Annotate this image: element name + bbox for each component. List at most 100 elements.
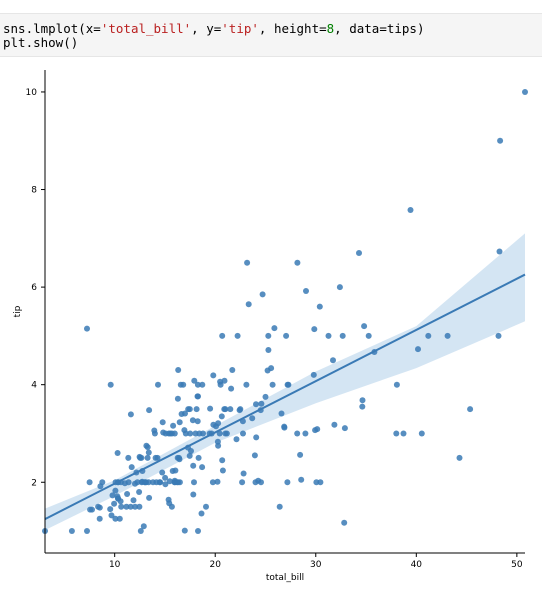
data-point — [124, 491, 131, 497]
data-point — [339, 332, 346, 339]
data-point — [84, 528, 90, 534]
data-point — [215, 420, 222, 427]
data-point — [190, 462, 197, 469]
data-point — [221, 377, 228, 384]
data-point — [219, 457, 226, 464]
y-tick-label: 4 — [31, 381, 37, 391]
data-point — [194, 418, 201, 425]
data-point — [216, 430, 223, 437]
data-point — [209, 479, 216, 486]
data-point — [195, 528, 201, 534]
data-point — [243, 381, 250, 388]
data-point — [96, 515, 103, 522]
data-point — [118, 503, 125, 510]
data-point — [285, 381, 292, 388]
x-tick-label: 10 — [109, 560, 121, 570]
data-point — [229, 367, 236, 373]
data-point — [138, 454, 145, 461]
data-point — [316, 303, 323, 310]
x-tick-label: 30 — [310, 560, 322, 570]
data-point — [269, 381, 276, 388]
data-point — [145, 449, 152, 456]
code-cell[interactable]: sns.lmplot(x='total_bill', y='tip', heig… — [0, 13, 542, 57]
code-line-2: plt.show() — [3, 35, 79, 50]
data-point — [239, 479, 246, 486]
data-point — [144, 454, 151, 461]
data-point — [136, 503, 143, 510]
data-point — [278, 410, 285, 417]
y-axis-label: tip — [13, 305, 23, 317]
data-point — [188, 448, 194, 454]
data-point — [125, 454, 132, 461]
data-point — [393, 381, 400, 388]
data-point — [522, 89, 528, 95]
data-point — [159, 419, 166, 426]
data-point — [227, 406, 234, 413]
data-point — [84, 325, 90, 332]
x-tick-label: 40 — [411, 560, 423, 570]
data-point — [112, 487, 119, 494]
data-point — [127, 411, 134, 418]
code-token: , y= — [191, 21, 222, 36]
data-point — [194, 381, 201, 388]
data-point — [268, 365, 275, 372]
data-point — [86, 479, 93, 486]
data-point — [109, 492, 116, 499]
data-point — [314, 426, 321, 433]
data-point — [111, 500, 118, 507]
data-point — [144, 444, 151, 451]
data-point — [217, 381, 224, 388]
data-point — [128, 464, 135, 471]
data-point — [311, 326, 318, 333]
data-point — [302, 430, 309, 437]
data-point — [418, 430, 425, 437]
data-point — [265, 347, 272, 353]
data-point — [155, 381, 161, 388]
data-point — [114, 450, 121, 456]
data-point — [407, 207, 414, 213]
data-point — [258, 479, 264, 486]
data-point — [253, 401, 259, 408]
data-point — [191, 479, 197, 486]
data-point — [127, 503, 134, 510]
data-point — [134, 479, 141, 486]
data-point — [233, 436, 240, 443]
data-point — [425, 332, 432, 339]
data-point — [96, 504, 103, 511]
code-string-token: 'total_bill' — [100, 21, 192, 36]
data-point — [240, 430, 246, 437]
data-point — [198, 510, 205, 517]
data-point — [237, 406, 244, 413]
data-point — [251, 452, 258, 459]
data-point — [145, 479, 152, 486]
data-point — [200, 430, 206, 437]
data-point — [331, 421, 338, 428]
data-point — [214, 478, 221, 485]
data-point — [262, 393, 269, 400]
data-point — [146, 407, 153, 414]
data-point — [162, 481, 169, 488]
data-point — [330, 357, 336, 364]
data-point — [136, 489, 143, 495]
data-point — [182, 410, 188, 417]
data-point — [223, 430, 230, 437]
data-point — [154, 454, 161, 461]
data-point — [265, 332, 272, 339]
data-point — [271, 325, 278, 332]
x-tick-label: 50 — [511, 560, 523, 570]
code-number-token: 8 — [326, 21, 335, 36]
data-point — [186, 452, 193, 459]
data-point — [310, 371, 317, 378]
data-point — [297, 451, 304, 458]
data-point — [215, 442, 222, 449]
data-point — [219, 332, 226, 339]
data-point — [176, 456, 183, 463]
data-point — [68, 528, 75, 534]
data-point — [341, 425, 348, 432]
code-line-1: sns.lmplot(x='total_bill', y='tip', heig… — [3, 22, 424, 36]
x-axis-label: total_bill — [266, 573, 304, 583]
data-point — [176, 419, 183, 426]
data-point — [166, 478, 173, 485]
data-point — [174, 395, 181, 402]
data-point — [393, 430, 400, 437]
